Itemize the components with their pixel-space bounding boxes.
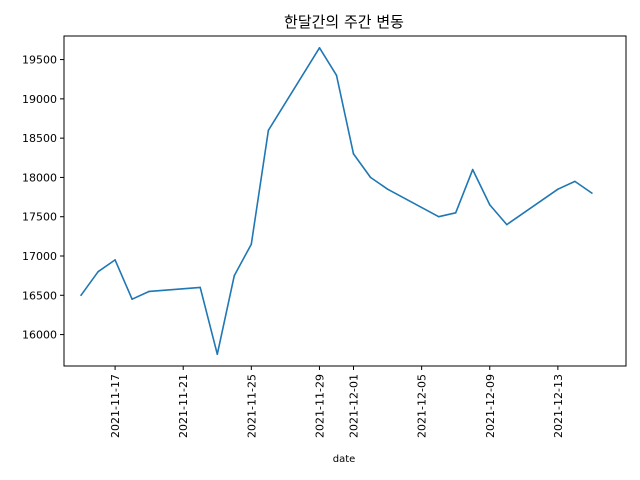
data-point <box>489 204 491 206</box>
data-point <box>148 290 150 293</box>
plot-area <box>63 35 627 367</box>
x-tick-label: 2021-12-13 <box>552 374 565 438</box>
y-tick-label: 19000 <box>22 93 57 106</box>
series-layer <box>80 46 593 356</box>
data-point <box>506 223 508 226</box>
x-tick-label: 2021-11-25 <box>245 374 258 438</box>
data-point <box>80 294 82 297</box>
data-point <box>369 176 372 179</box>
data-point <box>591 192 593 194</box>
data-point <box>250 243 253 245</box>
x-tick-label: 2021-11-17 <box>109 374 122 438</box>
data-point <box>557 188 559 190</box>
y-axis: 16000 16500 17000 17500 18000 18500 19000 19500 <box>22 54 64 342</box>
data-point <box>454 212 457 214</box>
y-tick-label: 18500 <box>22 132 57 145</box>
data-point <box>437 215 440 218</box>
data-point <box>267 129 270 132</box>
x-axis: 2021-11-17 2021-11-21 2021-11-25 2021-11-29… <box>109 366 565 438</box>
y-tick-label: 16000 <box>22 329 57 342</box>
x-axis-label: date <box>333 454 356 465</box>
data-point <box>574 180 576 183</box>
y-tick-label: 18000 <box>22 171 57 184</box>
data-point <box>352 153 355 155</box>
series-line <box>80 46 593 356</box>
y-tick-label: 17000 <box>22 250 57 263</box>
data-point <box>131 298 133 301</box>
x-tick-label: 2021-11-21 <box>177 374 190 438</box>
data-point <box>97 270 99 273</box>
x-tick-label: 2021-12-09 <box>484 374 497 438</box>
x-tick-label: 2021-12-01 <box>348 374 361 438</box>
data-point <box>199 286 201 289</box>
x-tick-label: 2021-12-05 <box>416 374 429 438</box>
y-tick-label: 19500 <box>22 54 57 67</box>
data-point <box>335 74 338 77</box>
data-point <box>471 168 474 171</box>
chart-title: 한달간의 주간 변동 <box>284 13 404 31</box>
data-point <box>318 47 321 49</box>
data-point <box>233 274 236 277</box>
x-tick-label: 2021-11-29 <box>313 374 326 438</box>
data-point <box>386 188 389 190</box>
data-point <box>114 259 116 261</box>
y-tick-label: 16500 <box>22 289 57 302</box>
data-point <box>216 353 219 356</box>
y-tick-label: 17500 <box>22 211 57 224</box>
